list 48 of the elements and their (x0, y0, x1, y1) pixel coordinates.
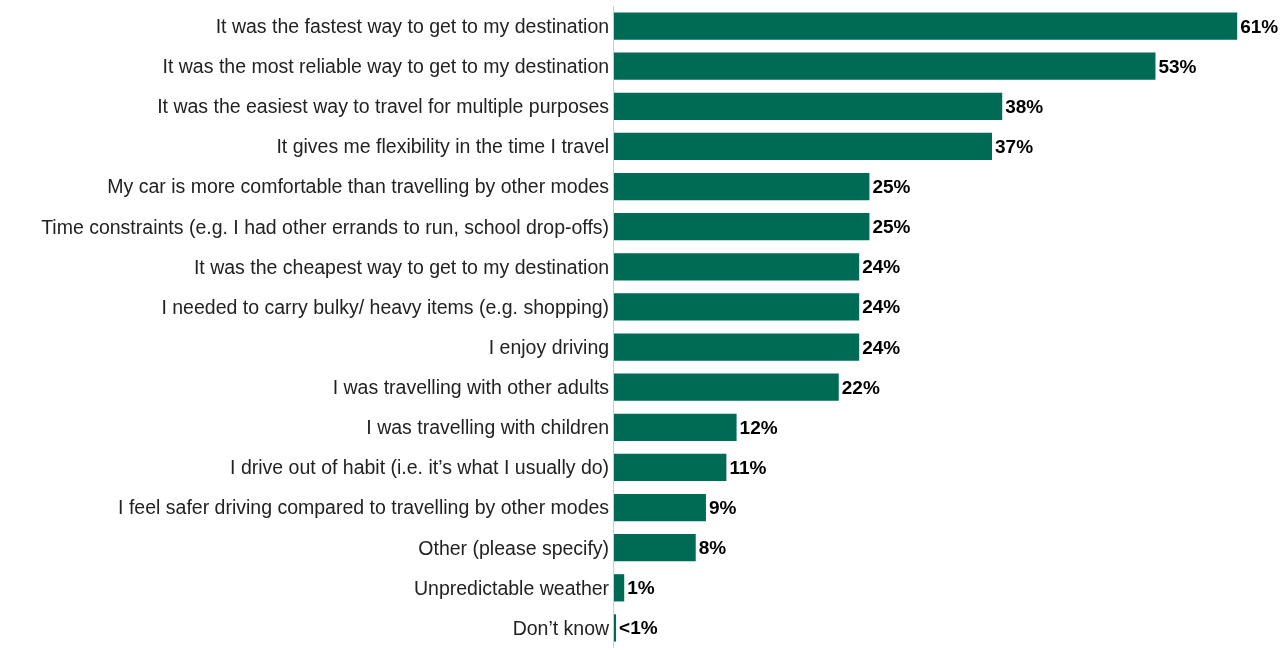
y-tick-label: My car is more comfortable than travelling by other modes (107, 175, 610, 198)
data-label: 1% (627, 577, 655, 599)
data-label: 25% (872, 216, 911, 238)
y-tick-label: It was the most reliable way to get to my destination (162, 55, 610, 78)
data-label: 9% (708, 497, 737, 519)
data-label: 38% (1005, 95, 1044, 117)
y-tick-label: It was the cheapest way to get to my destination (193, 255, 610, 278)
y-tick-label: I drive out of habit (i.e. it’s what I usually do) (230, 456, 610, 479)
data-label: 24% (862, 296, 901, 318)
bar (614, 52, 1156, 80)
bar (614, 534, 696, 562)
bar (614, 493, 706, 522)
bar (614, 12, 1238, 40)
y-tick-label: It gives me flexibility in the time I travel (276, 135, 610, 158)
data-label: 11% (729, 456, 767, 478)
bar (614, 172, 870, 201)
bar (614, 293, 860, 321)
data-label: <1% (619, 617, 658, 639)
bar (614, 253, 860, 281)
bar (614, 574, 625, 602)
y-tick-label: I feel safer driving compared to travelling by other modes (118, 496, 610, 519)
data-label: 8% (698, 537, 727, 559)
y-tick-label: It was the fastest way to get to my destination (215, 14, 610, 37)
bar (614, 213, 870, 241)
y-tick-label: I was travelling with other adults (332, 376, 610, 399)
data-label: 24% (862, 256, 901, 278)
data-label: 61% (1240, 15, 1279, 37)
y-tick-label: Don’t know (512, 616, 611, 639)
bar (614, 453, 727, 482)
y-tick-label: Other (please specify) (418, 536, 610, 559)
y-tick-label: Time constraints (e.g. I had other errands to run, school drop-offs) (41, 215, 610, 238)
y-tick-label: I enjoy driving (488, 335, 610, 358)
y-tick-label: I needed to carry bulky/ heavy items (e.g. shopping) (161, 295, 610, 318)
bar (614, 373, 839, 401)
data-label: 22% (841, 376, 880, 398)
bar (614, 333, 860, 361)
bar (614, 92, 1003, 120)
bar (614, 413, 737, 441)
data-label: 25% (872, 176, 911, 198)
y-tick-label: Unpredictable weather (413, 576, 610, 599)
bar (614, 132, 993, 161)
data-label: 12% (739, 416, 778, 438)
y-tick-label: I was travelling with children (366, 416, 610, 439)
y-tick-label: It was the easiest way to travel for multiple purposes (157, 95, 610, 118)
data-label: 24% (862, 336, 901, 358)
data-label: 53% (1158, 55, 1197, 77)
data-label: 37% (995, 135, 1034, 157)
bar (614, 614, 617, 642)
